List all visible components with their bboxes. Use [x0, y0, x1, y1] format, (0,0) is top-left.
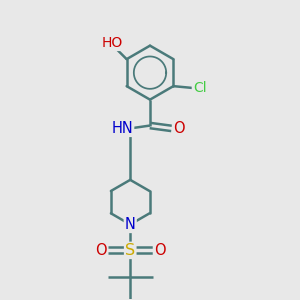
Text: O: O: [154, 243, 166, 258]
Text: Cl: Cl: [193, 81, 206, 95]
Text: O: O: [95, 243, 106, 258]
Text: N: N: [125, 217, 136, 232]
Text: S: S: [125, 243, 135, 258]
Text: HN: HN: [111, 121, 133, 136]
Text: HO: HO: [102, 36, 123, 50]
Text: O: O: [173, 121, 184, 136]
